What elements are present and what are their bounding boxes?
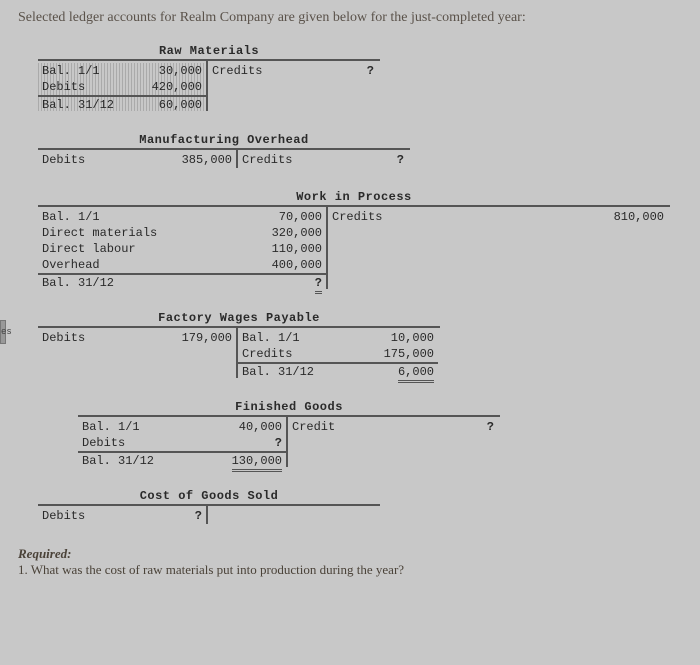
row-value: ? — [270, 275, 322, 289]
page-heading: Selected ledger accounts for Realm Compa… — [18, 10, 682, 26]
row-label: Overhead — [42, 257, 270, 273]
t-account-mfg-overhead: Manufacturing OverheadDebits385,000Credi… — [38, 133, 410, 168]
required-label: Required: — [18, 546, 71, 561]
account-title: Factory Wages Payable — [38, 311, 440, 328]
row-label: Bal. 31/12 — [42, 275, 270, 289]
t-account-cogs: Cost of Goods Sold Debits? — [38, 489, 380, 524]
row-label: Credits — [242, 346, 382, 362]
row-value: 110,000 — [270, 241, 322, 257]
row-value: ? — [150, 508, 202, 524]
ledger-row: Credits175,000 — [238, 346, 438, 362]
account-title: Finished Goods — [78, 400, 500, 417]
ledger-row: Bal. 31/12? — [38, 273, 326, 289]
ledger-row: Direct materials320,000 — [38, 225, 326, 241]
row-label: Bal. 31/12 — [42, 97, 150, 111]
row-value: 810,000 — [612, 209, 664, 225]
ledger-row: Bal. 1/170,000 — [38, 209, 326, 225]
t-account-factory-wages: Factory Wages PayableDebits179,000Bal. 1… — [38, 311, 440, 378]
row-label: Debits — [42, 330, 180, 346]
required-section: Required: 1. What was the cost of raw ma… — [18, 546, 682, 578]
row-value: ? — [322, 63, 374, 79]
row-label: Credit — [292, 419, 442, 435]
ledger-row: Direct labour110,000 — [38, 241, 326, 257]
row-value: ? — [352, 152, 404, 168]
ledger-row: Debits179,000 — [38, 330, 236, 346]
row-value: 40,000 — [230, 419, 282, 435]
ledger-row: Bal. 1/110,000 — [238, 330, 438, 346]
row-value: 320,000 — [270, 225, 322, 241]
row-value: 179,000 — [180, 330, 232, 346]
account-title: Manufacturing Overhead — [38, 133, 410, 150]
row-label: Debits — [82, 435, 230, 451]
ledger-row: Credits810,000 — [328, 209, 668, 225]
row-value: 130,000 — [230, 453, 282, 467]
row-label: Bal. 31/12 — [242, 364, 382, 378]
row-value: 70,000 — [270, 209, 322, 225]
ledger-row: Debits? — [38, 508, 206, 524]
t-account-finished-goods: Finished GoodsBal. 1/140,000Debits?Bal. … — [78, 400, 500, 467]
ledger-row: Overhead400,000 — [38, 257, 326, 273]
required-q1: 1. What was the cost of raw materials pu… — [18, 562, 404, 577]
t-account-raw-materials: Raw Materials Bal. 1/130,000Debits420,000… — [38, 44, 380, 111]
row-value: ? — [230, 435, 282, 451]
row-value: 30,000 — [150, 63, 202, 79]
row-label: Credits — [332, 209, 612, 225]
ledger-row: Bal. 1/130,000 — [38, 63, 206, 79]
row-label: Direct labour — [42, 241, 270, 257]
row-label: Bal. 31/12 — [82, 453, 230, 467]
row-label: Debits — [42, 152, 180, 168]
row-value: 385,000 — [180, 152, 232, 168]
ledger-row: Credit? — [288, 419, 498, 435]
ledger-row: Credits? — [238, 152, 408, 168]
row-label: Debits — [42, 508, 150, 524]
row-value: 6,000 — [382, 364, 434, 378]
row-label: Direct materials — [42, 225, 270, 241]
ledger-row: Bal. 31/126,000 — [238, 362, 438, 378]
row-value: ? — [442, 419, 494, 435]
ledger-row: Bal. 31/1260,000 — [38, 95, 206, 111]
ledger-row: Bal. 31/12130,000 — [78, 451, 286, 467]
ledger-row: Debits420,000 — [38, 79, 206, 95]
row-label: Bal. 1/1 — [242, 330, 382, 346]
ledger-row: Credits? — [208, 63, 378, 79]
row-label: Bal. 1/1 — [82, 419, 230, 435]
row-label: Bal. 1/1 — [42, 209, 270, 225]
ledger-row: Debits? — [78, 435, 286, 451]
row-value: 175,000 — [382, 346, 434, 362]
row-value: 10,000 — [382, 330, 434, 346]
edge-tab: es — [0, 320, 6, 344]
account-title: Raw Materials — [38, 44, 380, 61]
row-value: 420,000 — [150, 79, 202, 95]
row-label: Credits — [242, 152, 352, 168]
row-label: Debits — [42, 79, 150, 95]
t-account-wip: Work in Process Bal. 1/170,000Direct mate… — [38, 190, 670, 289]
row-value: 400,000 — [270, 257, 322, 273]
account-title: Work in Process — [38, 190, 670, 207]
ledger-row: Bal. 1/140,000 — [78, 419, 286, 435]
account-title: Cost of Goods Sold — [38, 489, 380, 506]
row-value: 60,000 — [150, 97, 202, 111]
ledger-row: Debits385,000 — [38, 152, 236, 168]
row-label: Credits — [212, 63, 322, 79]
row-label: Bal. 1/1 — [42, 63, 150, 79]
